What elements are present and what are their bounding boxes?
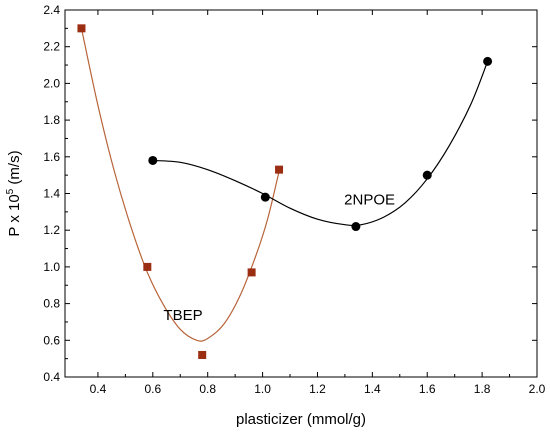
data-point-tbep (143, 262, 152, 271)
y-tick-label: 2.4 (43, 3, 60, 17)
fit-curve-2npoe (152, 61, 489, 227)
x-tick-label: 2.0 (529, 382, 546, 396)
data-point-tbep (198, 350, 207, 359)
data-point-2npoe (422, 170, 432, 180)
y-tick-label: 1.2 (43, 223, 60, 237)
series-label-tbep: TBEP (163, 307, 202, 324)
series-annotations: TBEP 2NPOE (163, 192, 395, 325)
data-point-2npoe (260, 192, 270, 202)
series-label-2npoe: 2NPOE (344, 192, 395, 209)
x-tick-label: 0.4 (90, 382, 107, 396)
y-axis-title-exponent: 5 (5, 188, 16, 194)
x-tick-label: 1.8 (474, 382, 491, 396)
data-point-tbep (275, 165, 284, 174)
x-tick-label: 1.6 (419, 382, 436, 396)
y-axis-title-main: P x 10 (6, 194, 23, 236)
y-tick-label: 2.2 (43, 40, 60, 54)
y-tick-label: 1.8 (43, 113, 60, 127)
fit-curve-tbep (80, 28, 280, 342)
fit-curves (80, 28, 489, 342)
x-tick-label: 0.8 (199, 382, 216, 396)
y-axis-title-unit: (m/s) (6, 150, 23, 188)
x-tick-label: 0.6 (144, 382, 161, 396)
y-tick-label: 2.0 (43, 76, 60, 90)
x-axis-title: plasticizer (mmol/g) (236, 411, 366, 428)
y-axis-ticks: 0.4 0.6 0.8 1.0 1.2 1.4 1.6 1.8 2.0 2.2 2.4 (43, 3, 537, 384)
x-tick-label: 1.4 (364, 382, 381, 396)
data-point-2npoe (148, 155, 158, 165)
data-points (77, 24, 493, 359)
y-tick-label: 1.0 (43, 260, 60, 274)
y-tick-label: 0.4 (43, 370, 60, 384)
plot-frame (64, 9, 538, 378)
data-point-2npoe (483, 56, 493, 66)
y-tick-label: 0.6 (43, 333, 60, 347)
y-axis-title: P x 105 (m/s) (5, 150, 23, 236)
data-point-tbep (77, 24, 86, 33)
x-tick-label: 1.2 (309, 382, 326, 396)
data-point-2npoe (351, 222, 361, 232)
y-tick-label: 1.4 (43, 187, 60, 201)
y-tick-label: 1.6 (43, 150, 60, 164)
y-tick-label: 0.8 (43, 297, 60, 311)
data-point-tbep (247, 268, 256, 277)
x-tick-label: 1.0 (254, 382, 271, 396)
x-axis-ticks: 0.4 0.6 0.8 1.0 1.2 1.4 1.6 1.8 2.0 (90, 10, 546, 396)
